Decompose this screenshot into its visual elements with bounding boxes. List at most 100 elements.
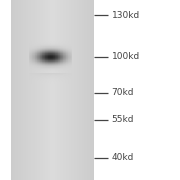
Bar xyxy=(50,72,51,73)
Bar xyxy=(61,52,62,53)
Bar xyxy=(35,59,36,60)
Bar xyxy=(50,57,51,58)
Bar xyxy=(48,67,49,68)
Bar xyxy=(56,64,57,65)
Bar xyxy=(45,81,46,82)
Bar xyxy=(45,65,46,66)
Bar xyxy=(29,42,30,43)
Bar xyxy=(52,83,53,84)
Bar xyxy=(53,41,54,42)
Bar xyxy=(47,43,48,44)
Bar xyxy=(46,58,47,59)
Bar xyxy=(49,0,50,180)
Bar xyxy=(66,78,67,79)
Bar xyxy=(37,63,38,64)
Bar xyxy=(69,59,70,60)
Bar xyxy=(30,43,31,44)
Bar xyxy=(37,61,38,62)
Bar xyxy=(40,75,41,76)
Bar xyxy=(63,55,64,56)
Bar xyxy=(29,62,30,63)
Bar xyxy=(52,80,53,81)
Bar xyxy=(55,52,56,53)
Bar xyxy=(39,63,40,64)
Bar xyxy=(33,55,34,56)
Bar xyxy=(51,65,52,66)
Bar xyxy=(51,62,52,63)
Bar xyxy=(58,65,59,66)
Bar xyxy=(49,70,50,71)
Bar xyxy=(55,50,56,51)
Bar xyxy=(68,62,69,63)
Bar xyxy=(35,79,36,80)
Bar xyxy=(58,60,59,61)
Bar xyxy=(69,55,70,56)
Bar xyxy=(42,67,43,68)
Bar xyxy=(53,73,54,74)
Bar xyxy=(53,60,54,61)
Bar xyxy=(45,55,46,56)
Bar xyxy=(61,42,62,43)
Bar xyxy=(71,71,72,72)
Bar xyxy=(33,45,34,46)
Bar xyxy=(63,65,64,66)
Bar xyxy=(40,64,41,65)
Bar xyxy=(55,66,56,67)
Bar xyxy=(42,79,43,80)
Bar xyxy=(59,54,60,55)
Bar xyxy=(66,61,67,62)
Bar xyxy=(69,64,70,65)
Bar xyxy=(42,72,43,73)
Bar xyxy=(58,72,59,73)
Bar xyxy=(38,79,39,80)
Bar xyxy=(31,68,32,69)
Bar xyxy=(29,69,30,70)
Bar xyxy=(40,71,41,72)
Bar xyxy=(60,53,61,54)
Bar xyxy=(61,67,62,68)
Bar xyxy=(50,56,51,57)
Bar xyxy=(52,72,53,73)
Bar xyxy=(43,53,44,54)
Bar xyxy=(38,41,39,42)
Bar xyxy=(57,78,58,79)
Bar xyxy=(68,52,69,53)
Bar xyxy=(58,57,59,58)
Bar xyxy=(32,79,33,80)
Bar xyxy=(68,53,69,54)
Bar xyxy=(60,56,61,57)
Bar xyxy=(45,40,46,41)
Bar xyxy=(62,45,63,46)
Bar xyxy=(46,75,47,76)
Bar xyxy=(55,67,56,68)
Bar xyxy=(31,55,32,56)
Bar xyxy=(60,62,61,63)
Bar xyxy=(37,62,38,63)
Bar xyxy=(60,65,61,66)
Bar xyxy=(68,68,69,69)
Bar xyxy=(65,57,66,58)
Bar xyxy=(63,53,64,54)
Bar xyxy=(43,71,44,72)
Bar xyxy=(35,66,36,67)
Bar xyxy=(68,83,69,84)
Bar xyxy=(29,58,30,59)
Bar xyxy=(45,53,46,54)
Bar xyxy=(64,69,65,70)
Bar xyxy=(65,67,66,68)
Bar xyxy=(45,70,46,71)
Bar xyxy=(70,71,71,72)
Bar xyxy=(48,62,49,63)
Bar xyxy=(29,64,30,65)
Bar xyxy=(48,80,49,81)
Bar xyxy=(45,59,46,60)
Bar xyxy=(41,54,42,55)
Bar xyxy=(51,58,52,59)
Bar xyxy=(52,56,53,57)
Bar xyxy=(29,80,30,81)
Bar xyxy=(55,65,56,66)
Bar xyxy=(65,53,66,54)
Bar xyxy=(48,75,49,76)
Bar xyxy=(61,65,62,66)
Bar xyxy=(37,66,38,67)
